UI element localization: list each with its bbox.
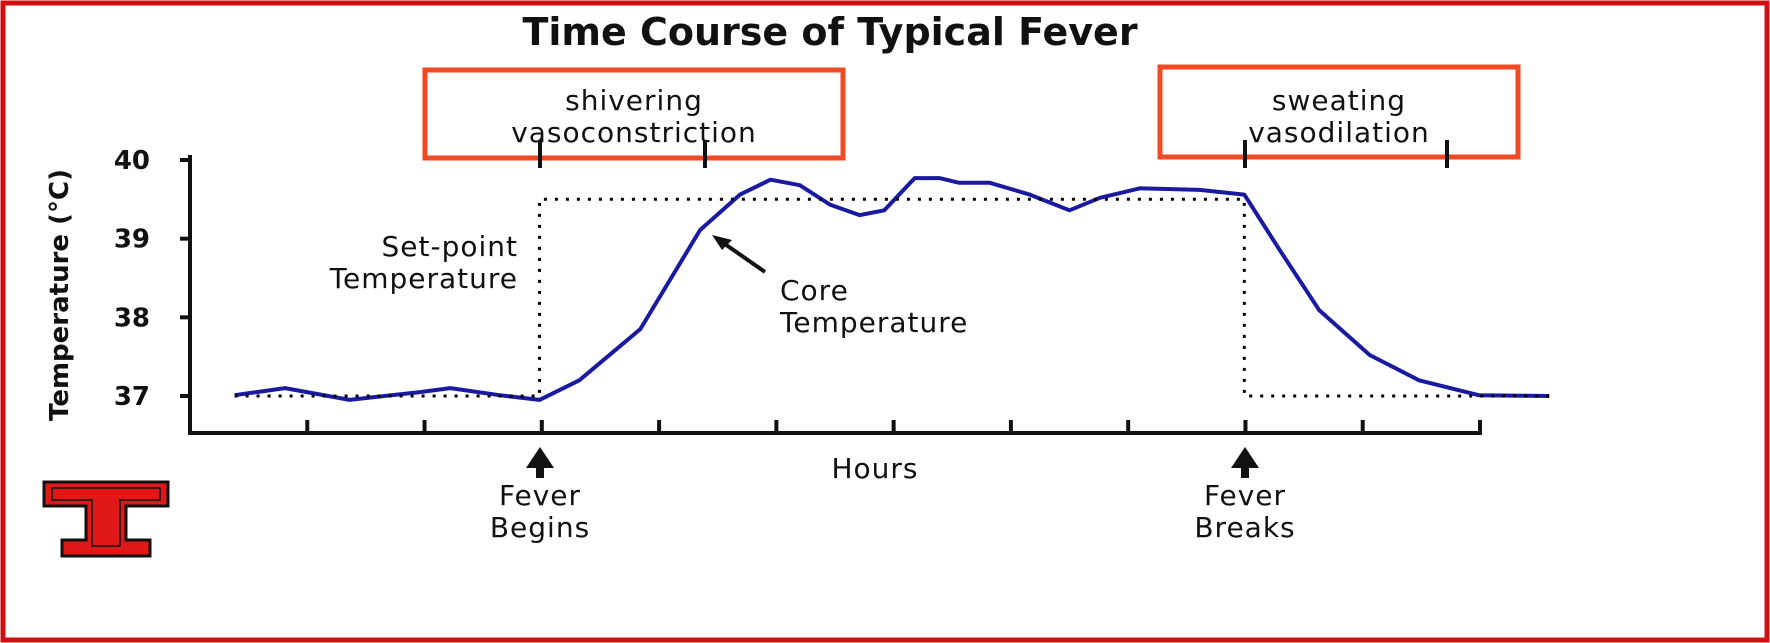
series-line (234, 176, 1550, 402)
annotation: Fever Breaks (1194, 479, 1295, 544)
logo (42, 480, 170, 558)
annotation: Fever Begins (490, 479, 590, 544)
annotation-line: vasoconstriction (511, 116, 757, 149)
x-axis-label: Hours (831, 452, 918, 485)
arrows (526, 235, 1259, 478)
series-line (234, 197, 1550, 398)
axes (188, 155, 1480, 435)
annotation-line: Fever (499, 479, 581, 512)
phase-box (422, 67, 846, 161)
annotation-line: Set-point (382, 230, 519, 263)
annotation-line: vasodilation (1248, 116, 1430, 149)
annotation-line: Fever (1204, 479, 1286, 512)
y-tick-label: 39 (114, 225, 150, 255)
y-tick-label: 38 (114, 303, 150, 333)
annotation-line: shivering (565, 84, 703, 117)
annotation: Set-point Temperature (329, 230, 518, 295)
annotation: shivering vasoconstriction (511, 84, 757, 149)
annotation-line: Begins (490, 511, 590, 544)
annotation: Core Temperature (779, 274, 968, 339)
y-tick-label: 40 (114, 146, 150, 176)
annotation-line: Breaks (1194, 511, 1295, 544)
annotation-line: Temperature (329, 262, 518, 295)
annotation: sweating vasodilation (1248, 84, 1430, 149)
y-axis-label: Temperature (°C) (45, 169, 75, 421)
y-tick-label: 37 (114, 382, 150, 412)
phase-box (1157, 64, 1521, 160)
chart-title: Time Course of Typical Fever (522, 10, 1137, 54)
phase-marks (538, 140, 1449, 168)
annotation-line: Temperature (779, 306, 968, 339)
annotation-line: Core (780, 274, 849, 307)
annotation-line: sweating (1272, 84, 1406, 117)
